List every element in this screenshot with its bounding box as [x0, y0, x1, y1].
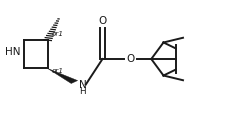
- Text: HN: HN: [5, 47, 20, 57]
- Text: O: O: [98, 16, 107, 26]
- Text: O: O: [126, 54, 135, 64]
- Text: N: N: [79, 80, 87, 90]
- Polygon shape: [48, 68, 78, 83]
- Text: or1: or1: [51, 68, 63, 74]
- Text: H: H: [79, 87, 86, 96]
- Text: or1: or1: [51, 31, 63, 37]
